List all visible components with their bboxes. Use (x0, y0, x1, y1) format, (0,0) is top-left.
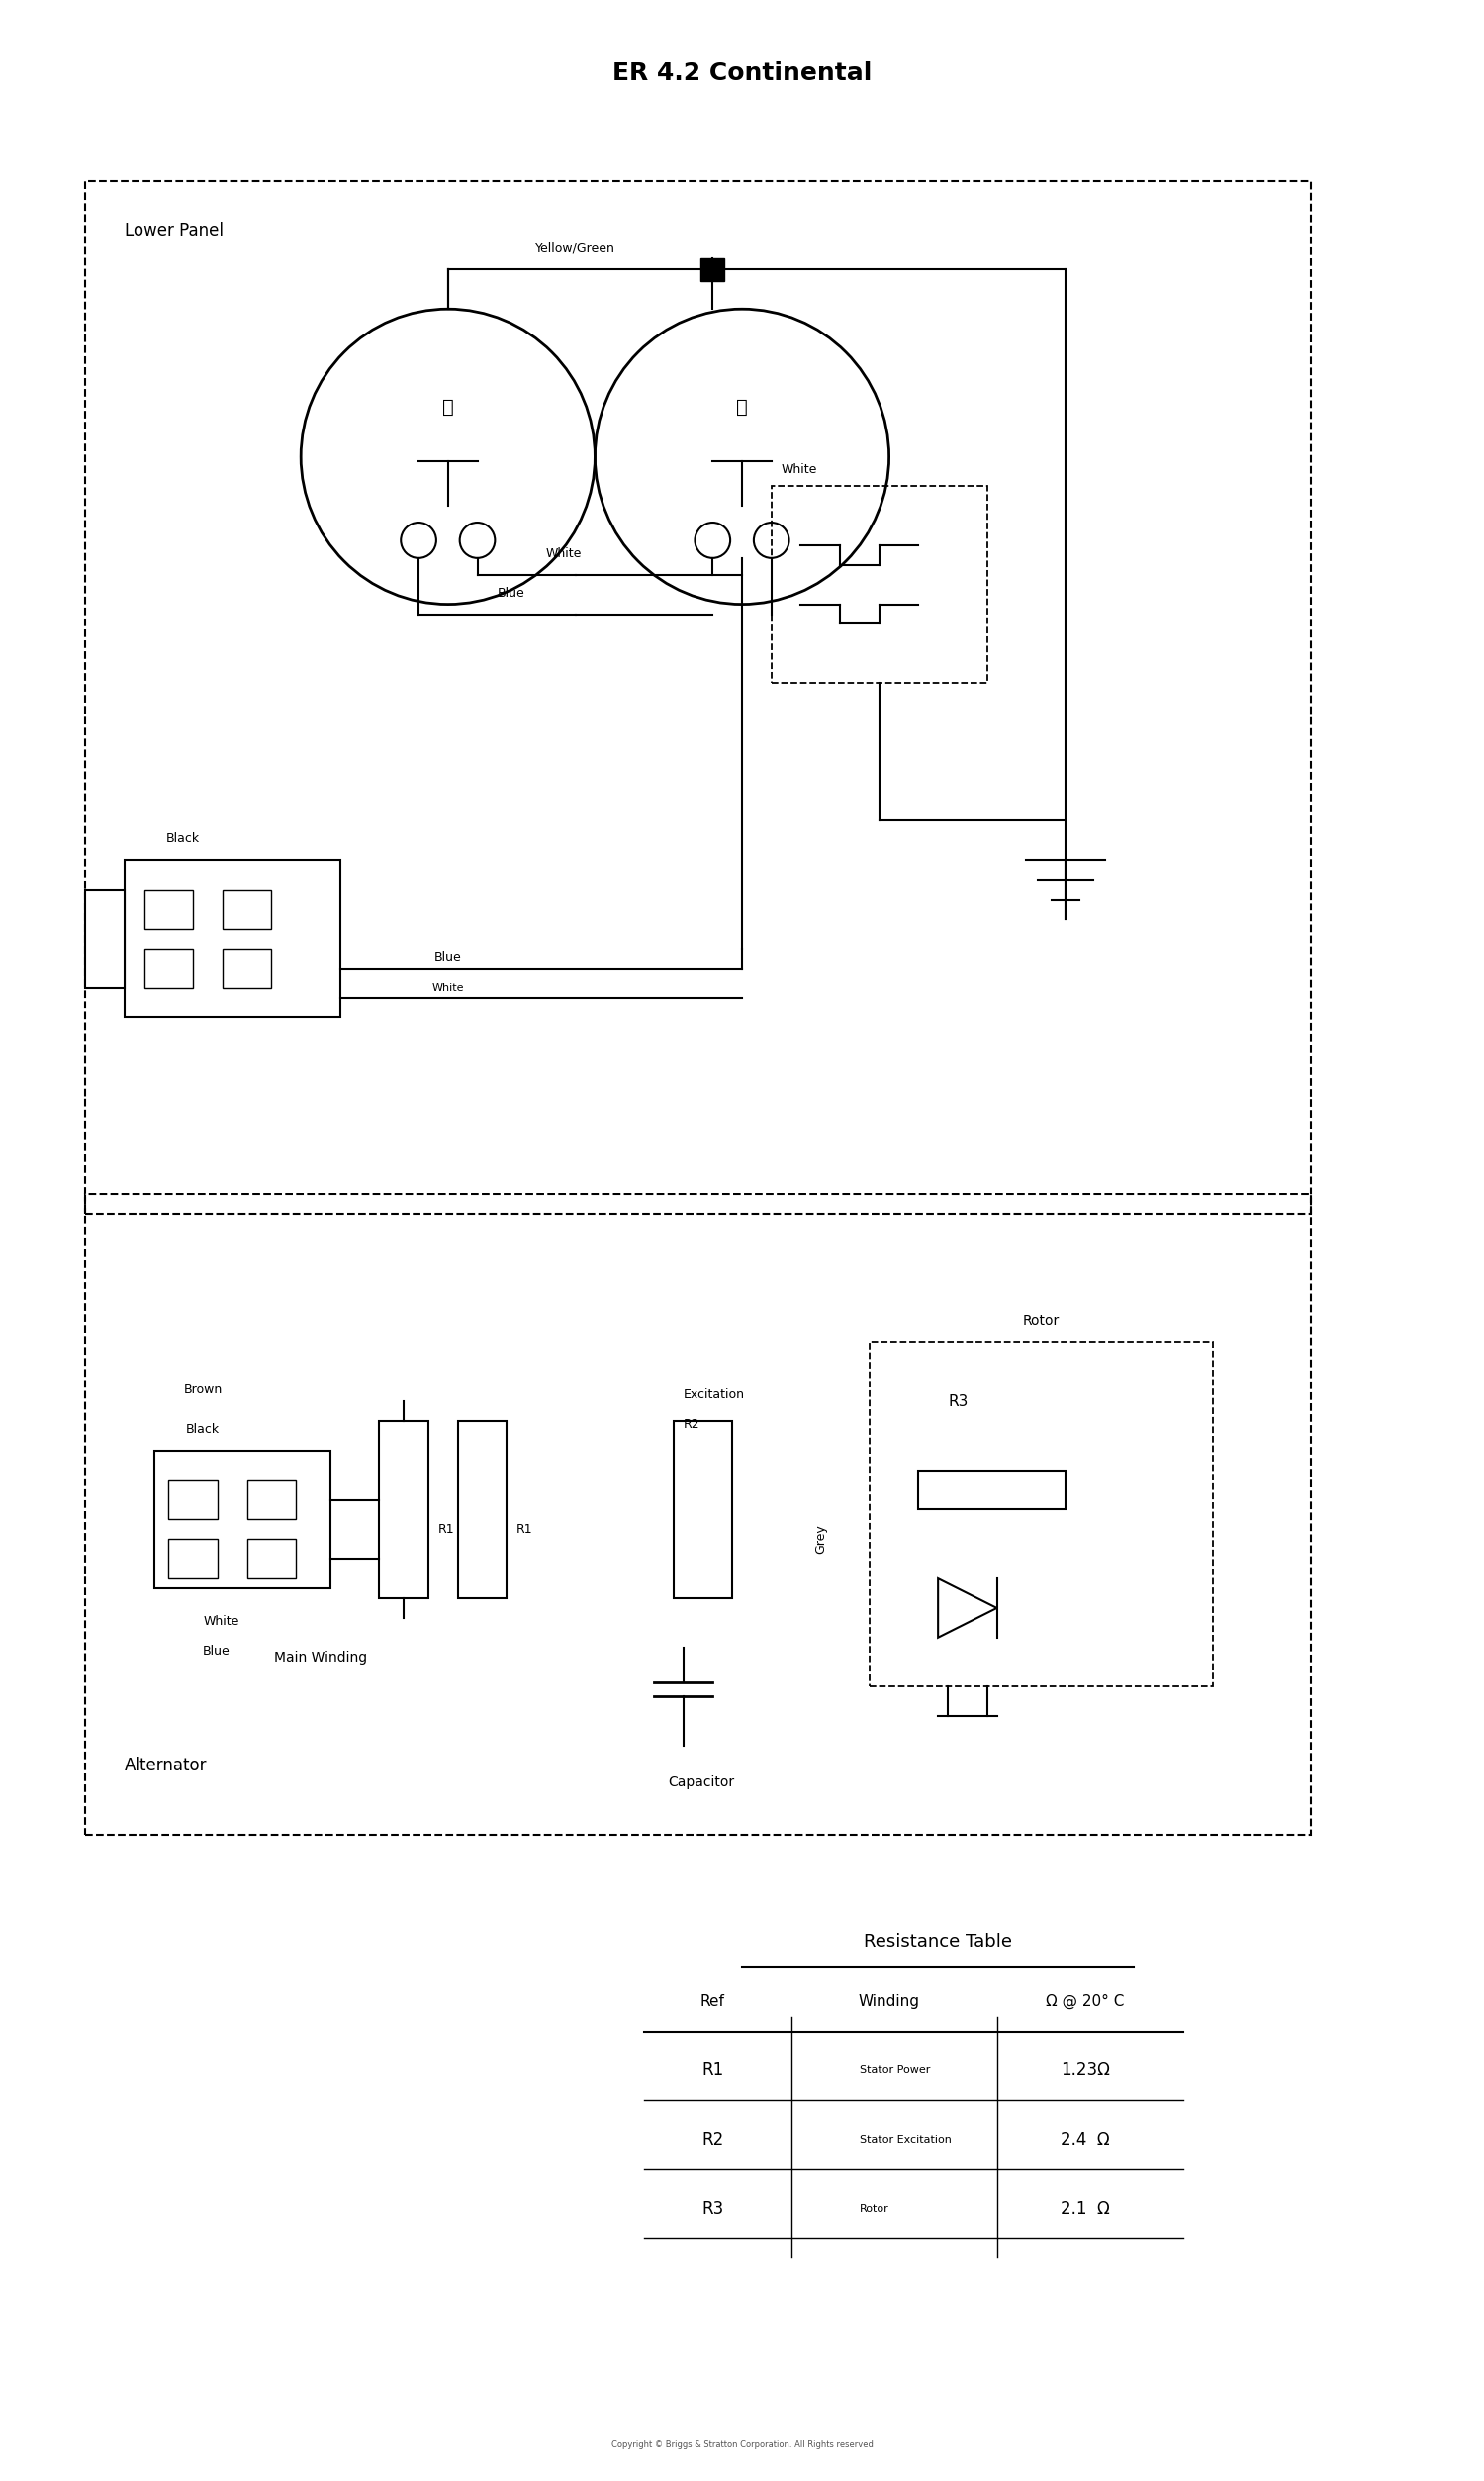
Bar (85, 891, 125, 987)
Text: White: White (781, 464, 818, 476)
Text: 1.23Ω: 1.23Ω (1061, 2062, 1110, 2079)
Polygon shape (457, 1422, 506, 1598)
Polygon shape (154, 1451, 331, 1588)
Polygon shape (125, 861, 340, 1017)
Text: Blue: Blue (497, 586, 524, 600)
Text: Black: Black (166, 834, 200, 846)
Text: White: White (203, 1615, 239, 1628)
Text: ⏚: ⏚ (442, 397, 454, 417)
Text: R3: R3 (702, 2201, 724, 2218)
Text: Black: Black (186, 1424, 220, 1436)
Bar (246, 1538, 295, 1578)
Text: R1: R1 (438, 1523, 454, 1536)
Text: White: White (432, 982, 464, 992)
Text: R2: R2 (702, 2131, 724, 2149)
Text: Capacitor: Capacitor (668, 1776, 735, 1789)
Bar (246, 1481, 295, 1518)
Text: Main Winding: Main Winding (275, 1650, 367, 1665)
Text: White: White (546, 548, 582, 561)
Text: Blue: Blue (435, 950, 462, 963)
Bar (144, 891, 193, 928)
Text: Resistance Table: Resistance Table (864, 1933, 1012, 1950)
Text: Lower Panel: Lower Panel (125, 221, 224, 238)
Text: Brown: Brown (184, 1384, 223, 1397)
Bar (169, 1538, 218, 1578)
Text: R3: R3 (948, 1394, 968, 1409)
Text: Rotor: Rotor (1022, 1315, 1060, 1327)
Text: Winding: Winding (858, 1995, 920, 2010)
Bar (223, 891, 272, 928)
Polygon shape (380, 1422, 429, 1598)
Text: ER 4.2 Continental: ER 4.2 Continental (613, 62, 871, 84)
Text: Yellow/Green: Yellow/Green (536, 243, 616, 256)
Polygon shape (674, 1422, 732, 1598)
Text: R1: R1 (702, 2062, 724, 2079)
Text: Blue: Blue (203, 1645, 230, 1657)
Text: Rotor: Rotor (859, 2203, 889, 2213)
Text: ⏚: ⏚ (736, 397, 748, 417)
Text: Ω @ 20° C: Ω @ 20° C (1046, 1995, 1125, 2010)
Bar (700, 258, 724, 280)
Text: R2: R2 (683, 1419, 699, 1432)
Bar (144, 948, 193, 987)
Text: Stator Power: Stator Power (859, 2067, 930, 2077)
Text: 2.4  Ω: 2.4 Ω (1061, 2131, 1110, 2149)
Polygon shape (919, 1471, 1066, 1508)
Text: Ref: Ref (700, 1995, 724, 2010)
Text: 2.1  Ω: 2.1 Ω (1061, 2201, 1110, 2218)
Bar (169, 1481, 218, 1518)
Text: R1: R1 (516, 1523, 533, 1536)
Text: Grey: Grey (815, 1523, 827, 1553)
Text: Stator Excitation: Stator Excitation (859, 2134, 951, 2144)
Text: Excitation: Excitation (683, 1389, 745, 1402)
Bar (223, 948, 272, 987)
Text: Alternator: Alternator (125, 1757, 208, 1774)
Text: Copyright © Briggs & Stratton Corporation. All Rights reserved: Copyright © Briggs & Stratton Corporatio… (611, 2441, 873, 2449)
